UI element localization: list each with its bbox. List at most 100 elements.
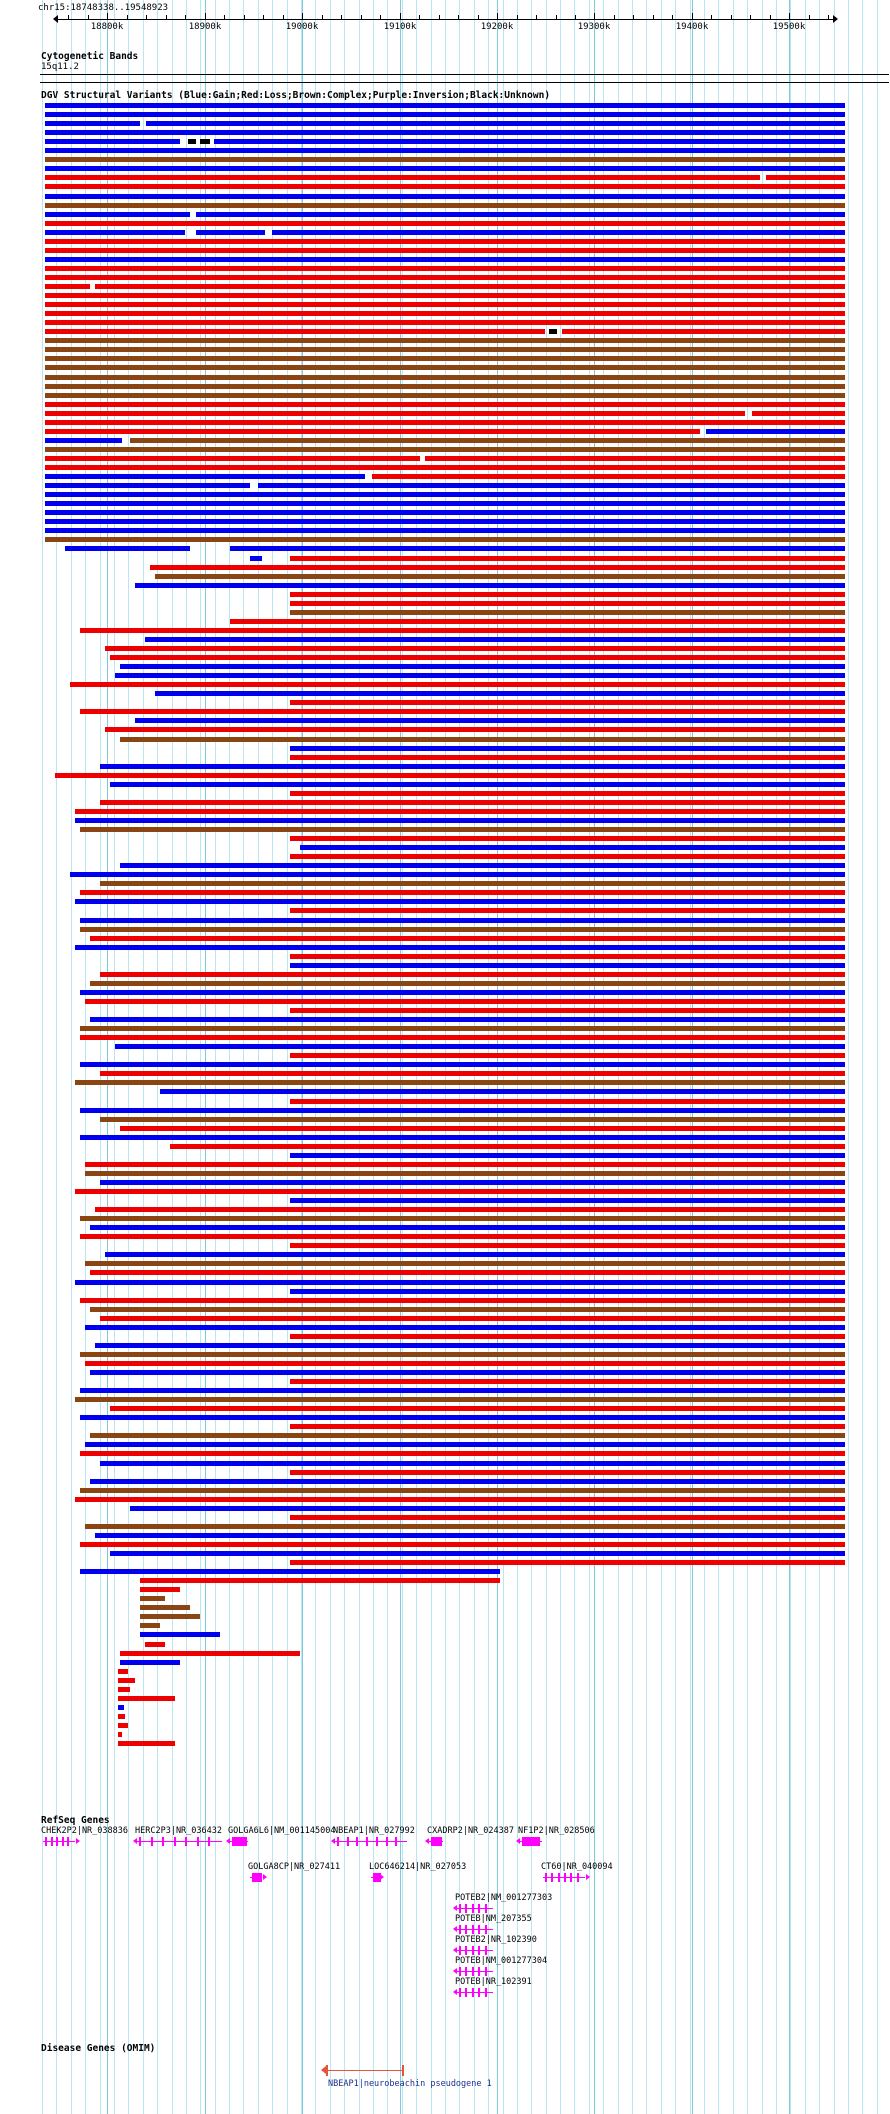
sv-bar-gain[interactable] <box>45 112 845 118</box>
sv-bar-loss[interactable] <box>45 220 845 226</box>
sv-bar-gain[interactable] <box>75 817 845 823</box>
sv-bar-loss[interactable] <box>80 709 845 715</box>
sv-bar-loss[interactable] <box>290 1379 845 1385</box>
sv-bar-loss[interactable] <box>100 799 845 805</box>
sv-bar-loss[interactable] <box>80 1451 845 1457</box>
sv-bar-complex[interactable] <box>85 1261 845 1267</box>
sv-bar-complex[interactable] <box>80 827 845 832</box>
sv-bar-loss[interactable] <box>100 1315 845 1321</box>
sv-bar-loss[interactable] <box>45 247 845 253</box>
sv-bar-complex[interactable] <box>45 202 845 208</box>
sv-bar-loss[interactable] <box>372 474 845 480</box>
sv-bar-gain[interactable] <box>230 546 845 552</box>
sv-bar-loss[interactable] <box>70 682 845 688</box>
refseq-gene-label[interactable]: NBEAP1|NR_027992 <box>333 1826 415 1836</box>
sv-bar-loss[interactable] <box>290 836 845 842</box>
sv-bar-loss[interactable] <box>290 790 845 796</box>
sv-bar-loss[interactable] <box>290 1053 845 1059</box>
sv-bar-loss[interactable] <box>105 727 845 733</box>
sv-bar-complex[interactable] <box>45 392 845 398</box>
sv-bar-complex[interactable] <box>140 1623 160 1629</box>
sv-bar-loss[interactable] <box>80 1297 845 1303</box>
sv-bar-gain[interactable] <box>80 1107 845 1113</box>
sv-bar-loss[interactable] <box>290 1098 845 1104</box>
sv-bar-loss[interactable] <box>150 564 845 570</box>
refseq-gene-label[interactable]: GOLGA8CP|NR_027411 <box>248 1862 341 1872</box>
refseq-gene-label[interactable]: POTEB2|NM_001277303 <box>455 1893 553 1903</box>
sv-bar-loss[interactable] <box>75 808 845 814</box>
sv-bar-gain[interactable] <box>290 962 845 968</box>
sv-bar-loss[interactable] <box>140 1578 500 1584</box>
sv-bar-loss[interactable] <box>75 1496 845 1502</box>
sv-bar-complex[interactable] <box>90 1306 845 1312</box>
sv-bar-gain[interactable] <box>135 582 845 588</box>
sv-bar-loss[interactable] <box>290 1424 845 1430</box>
sv-bar-loss[interactable] <box>290 754 845 760</box>
sv-bar-gain[interactable] <box>80 917 845 923</box>
sv-bar-complex[interactable] <box>100 881 845 887</box>
sv-bar-loss[interactable] <box>120 1125 845 1131</box>
sv-bar-gain[interactable] <box>140 1632 220 1638</box>
sv-bar-complex[interactable] <box>90 980 845 986</box>
sv-bar-loss[interactable] <box>45 302 845 308</box>
sv-bar-complex[interactable] <box>130 437 845 443</box>
sv-bar-loss[interactable] <box>118 1686 130 1692</box>
sv-bar-gain[interactable] <box>45 492 845 498</box>
sv-bar-loss[interactable] <box>170 1143 845 1149</box>
omim-gene-label[interactable]: NBEAP1|neurobeachin pseudogene 1 <box>328 2079 492 2089</box>
sv-bar-loss[interactable] <box>145 1641 165 1647</box>
sv-bar-unknown[interactable] <box>200 139 210 145</box>
sv-bar-loss[interactable] <box>290 953 845 959</box>
sv-bar-gain[interactable] <box>45 139 180 145</box>
sv-bar-loss[interactable] <box>45 455 420 461</box>
sv-bar-gain[interactable] <box>145 636 845 642</box>
sv-bar-gain[interactable] <box>110 781 845 787</box>
sv-bar-loss[interactable] <box>118 1741 175 1747</box>
sv-bar-gain[interactable] <box>120 664 845 670</box>
refseq-gene-label[interactable]: CT60|NR_040094 <box>541 1862 613 1872</box>
sv-bar-unknown[interactable] <box>188 139 196 145</box>
sv-bar-gain[interactable] <box>45 474 365 480</box>
sv-bar-gain[interactable] <box>100 763 845 769</box>
sv-bar-loss[interactable] <box>118 1722 128 1728</box>
sv-bar-complex[interactable] <box>85 1523 845 1529</box>
sv-bar-loss[interactable] <box>80 1234 845 1240</box>
sv-bar-gain[interactable] <box>65 546 190 552</box>
sv-bar-loss[interactable] <box>45 320 845 326</box>
sv-bar-gain[interactable] <box>75 1279 845 1285</box>
sv-bar-loss[interactable] <box>766 175 845 181</box>
sv-bar-loss[interactable] <box>105 646 845 651</box>
sv-bar-gain[interactable] <box>160 1089 845 1095</box>
sv-bar-loss[interactable] <box>290 908 845 914</box>
sv-bar-loss[interactable] <box>80 627 845 633</box>
sv-bar-complex[interactable] <box>80 1216 845 1222</box>
sv-bar-loss[interactable] <box>290 700 845 706</box>
refseq-gene-label[interactable]: NF1P2|NR_028506 <box>518 1826 595 1836</box>
sv-bar-complex[interactable] <box>290 609 845 615</box>
refseq-gene-label[interactable]: POTEB|NM_001277304 <box>455 1956 548 1966</box>
sv-bar-gain[interactable] <box>45 166 845 172</box>
sv-bar-loss[interactable] <box>290 555 845 561</box>
sv-bar-loss[interactable] <box>80 1541 845 1547</box>
sv-bar-loss[interactable] <box>290 1560 845 1566</box>
sv-bar-gain[interactable] <box>155 691 845 697</box>
sv-bar-gain[interactable] <box>75 944 845 950</box>
sv-bar-gain[interactable] <box>80 1415 845 1421</box>
sv-bar-gain[interactable] <box>45 193 845 199</box>
sv-bar-gain[interactable] <box>115 1044 845 1050</box>
sv-bar-loss[interactable] <box>80 1035 845 1041</box>
sv-bar-loss[interactable] <box>95 284 845 289</box>
sv-bar-gain[interactable] <box>45 519 845 525</box>
sv-bar-loss[interactable] <box>290 854 845 860</box>
sv-bar-loss[interactable] <box>75 1189 845 1194</box>
sv-bar-gain[interactable] <box>45 510 845 516</box>
sv-bar-complex[interactable] <box>155 573 845 579</box>
sv-bar-complex[interactable] <box>45 338 845 344</box>
sv-bar-gain[interactable] <box>115 673 845 679</box>
sv-bar-loss[interactable] <box>45 265 845 271</box>
sv-bar-complex[interactable] <box>45 356 845 362</box>
sv-bar-gain[interactable] <box>45 229 185 235</box>
sv-bar-gain[interactable] <box>146 121 845 127</box>
sv-bar-gain[interactable] <box>45 121 140 127</box>
sv-bar-loss[interactable] <box>118 1677 135 1683</box>
